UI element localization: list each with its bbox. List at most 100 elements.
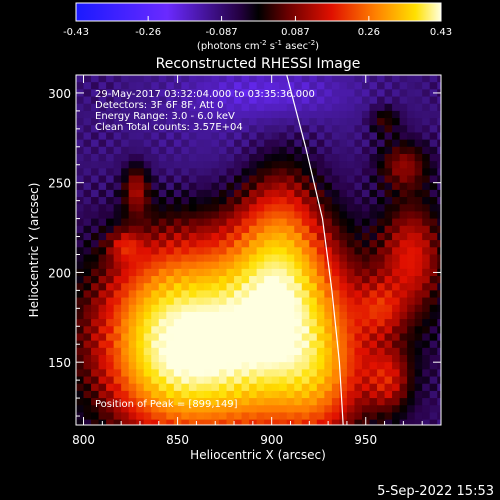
heatmap-cell [354, 412, 363, 421]
heatmap-cell [121, 211, 130, 220]
heatmap-cell [384, 218, 393, 227]
heatmap-cell [271, 247, 280, 256]
heatmap-cell [414, 405, 423, 414]
heatmap-cell [166, 283, 175, 291]
heatmap-cell [422, 118, 431, 126]
heatmap-cell [83, 204, 92, 213]
heatmap-cell [151, 132, 160, 141]
heatmap-cell [106, 103, 115, 112]
heatmap-cell [294, 197, 303, 205]
heatmap-cell [249, 376, 258, 385]
heatmap-cell [173, 132, 182, 141]
heatmap-cell [377, 89, 386, 98]
heatmap-cell [227, 427, 235, 435]
heatmap-cell [429, 326, 438, 335]
heatmap-cell [286, 405, 295, 414]
heatmap-cell [196, 340, 205, 349]
heatmap-cell [286, 290, 295, 299]
heatmap-cell [331, 247, 341, 256]
heatmap-cell [294, 369, 303, 378]
heatmap-cell [128, 405, 137, 414]
heatmap-cell [294, 153, 303, 162]
heatmap-cell [136, 103, 145, 112]
heatmap-cell [203, 383, 213, 392]
heatmap-cell [106, 311, 115, 320]
heatmap-cell [346, 96, 356, 105]
heatmap-cell [414, 118, 423, 126]
heatmap-cell [369, 139, 378, 148]
heatmap-cell [294, 283, 303, 291]
heatmap-cell [91, 225, 100, 234]
heatmap-cell [211, 333, 220, 342]
heatmap-cell [211, 182, 220, 191]
heatmap-cell [369, 340, 378, 349]
heatmap-cell [384, 369, 393, 378]
heatmap-cell [106, 276, 115, 284]
heatmap-cell [249, 168, 258, 177]
heatmap-cell [399, 297, 408, 306]
heatmap-cell [203, 376, 213, 385]
heatmap-cell [218, 326, 228, 335]
heatmap-cell [83, 89, 92, 98]
heatmap-cell [211, 153, 220, 162]
heatmap-cell [346, 225, 356, 234]
heatmap-cell [392, 153, 401, 162]
heatmap-cell [437, 369, 441, 378]
heatmap-cell [128, 189, 137, 198]
heatmap-cell [249, 304, 258, 313]
heatmap-cell [188, 340, 198, 349]
heatmap-cell [234, 290, 243, 299]
heatmap-cell [128, 118, 137, 126]
heatmap-cell [256, 125, 265, 134]
heatmap-cell [429, 110, 438, 119]
heatmap-cell [369, 197, 378, 205]
heatmap-cell [98, 297, 107, 306]
heatmap-cell [188, 175, 198, 184]
heatmap-cell [136, 96, 145, 105]
heatmap-cell [369, 168, 378, 177]
heatmap-cell [399, 276, 408, 284]
heatmap-cell [392, 82, 401, 90]
heatmap-cell [316, 175, 325, 184]
heatmap-cell [106, 290, 115, 299]
heatmap-cell [301, 161, 310, 169]
heatmap-cell [113, 405, 122, 414]
heatmap-cell [188, 405, 198, 414]
heatmap-cell [218, 311, 228, 320]
heatmap-cell [173, 197, 182, 205]
heatmap-cell [113, 268, 122, 277]
heatmap-cell [429, 232, 438, 241]
heatmap-cell [346, 412, 356, 421]
heatmap-cell [384, 103, 393, 112]
heatmap-cell [354, 390, 363, 399]
heatmap-cell [392, 75, 401, 83]
heatmap-cell [399, 168, 408, 177]
heatmap-cell [106, 427, 114, 435]
heatmap-cell [437, 276, 441, 284]
heatmap-cell [346, 75, 356, 83]
heatmap-cell [83, 82, 92, 90]
heatmap-cell [106, 390, 115, 399]
heatmap-cell [181, 333, 190, 342]
heatmap-cell [98, 333, 107, 342]
heatmap-cell [83, 175, 92, 184]
heatmap-cell [324, 139, 333, 148]
heatmap-cell [316, 139, 325, 148]
heatmap-cell [377, 254, 386, 263]
heatmap-cell [316, 189, 325, 198]
heatmap-cell [279, 383, 288, 392]
heatmap-cell [218, 96, 228, 105]
heatmap-cell [143, 398, 152, 406]
heatmap-cell [234, 362, 243, 370]
heatmap-cell [226, 347, 235, 356]
heatmap-cell [331, 168, 341, 177]
heatmap-cell [241, 362, 250, 370]
heatmap-cell [128, 276, 137, 284]
heatmap-cell [294, 110, 303, 119]
heatmap-cell [166, 276, 175, 284]
heatmap-cell [422, 161, 431, 169]
heatmap-cell [173, 340, 182, 349]
heatmap-cell [414, 82, 423, 90]
heatmap-cell [339, 89, 348, 98]
heatmap-cell [279, 225, 288, 234]
